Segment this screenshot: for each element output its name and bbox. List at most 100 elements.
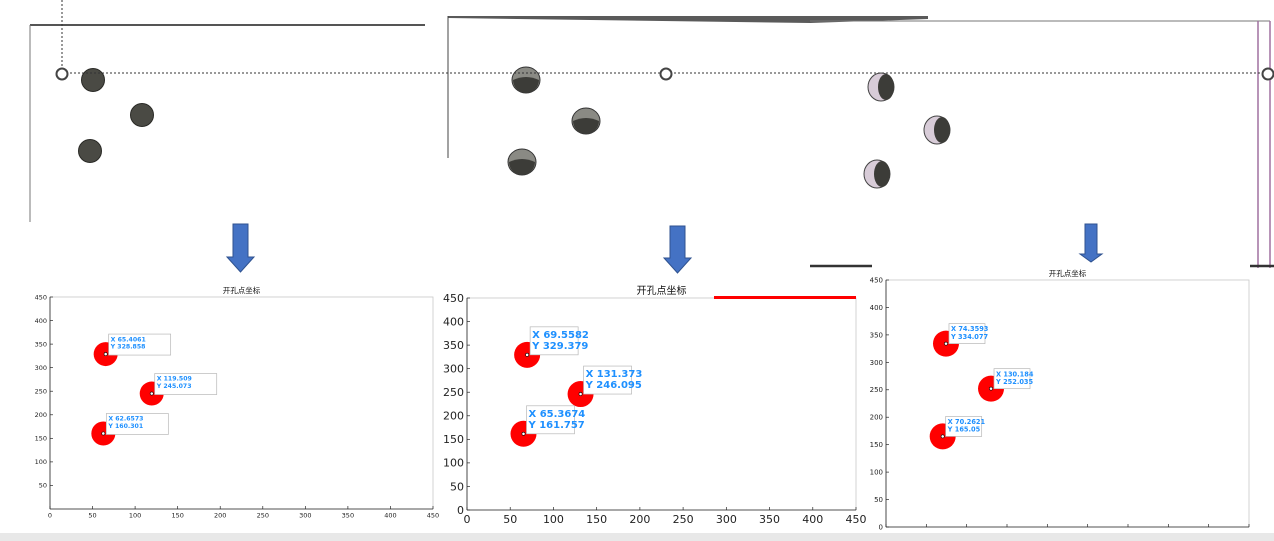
y-tick-label: 50 — [450, 480, 464, 493]
source-images — [29, 0, 1274, 268]
y-tick-label: 400 — [870, 304, 883, 312]
y-tick-label: 150 — [443, 433, 464, 446]
hole — [571, 107, 601, 135]
x-tick-label: 250 — [673, 513, 694, 526]
x-tick-label: 450 — [427, 512, 439, 520]
x-tick-label: 50 — [88, 512, 96, 520]
datatip-y: Y 160.301 — [107, 423, 143, 430]
window-bottom-bar — [0, 533, 1274, 541]
guide-marker — [55, 67, 69, 81]
y-tick-label: 50 — [39, 482, 47, 490]
datatip-x: X 130.184 — [996, 370, 1034, 378]
y-tick-label: 100 — [443, 457, 464, 470]
datatip-box — [526, 405, 575, 435]
hole — [78, 139, 102, 163]
y-tick-label: 50 — [874, 496, 883, 504]
data-point-center — [940, 434, 945, 439]
x-tick-label: 400 — [384, 512, 396, 520]
data-point-center — [101, 431, 106, 436]
datatip-box — [993, 368, 1031, 390]
datatip-x: X 74.3593 — [951, 325, 989, 333]
charts: 开孔点坐标 0 50 100 150 200 250 300 350 400 450 50 100 150… — [35, 268, 1250, 531]
data-point-center — [578, 392, 583, 396]
y-tick-label: 200 — [870, 414, 883, 422]
down-arrow-icon — [225, 223, 256, 273]
datatip-x: X 69.5582 — [532, 330, 589, 341]
chart-3: 开孔点坐标 0 50 100 150 200 250 300 350 400 450 X 74.359… — [870, 268, 1250, 531]
chart-1: 开孔点坐标 0 50 100 150 200 250 300 350 400 450 50 100 150… — [35, 285, 440, 520]
chart-title: 开孔点坐标 — [1049, 268, 1087, 278]
data-point-center — [149, 391, 154, 396]
x-tick-label: 100 — [129, 512, 141, 520]
chart-title: 开孔点坐标 — [637, 285, 687, 297]
datatip-box — [154, 373, 218, 395]
y-tick-label: 300 — [870, 359, 883, 367]
y-tick-label: 100 — [870, 469, 883, 477]
source-panel-2 — [447, 16, 928, 176]
hole — [81, 68, 105, 92]
panel-top-edge — [448, 16, 928, 23]
y-tick-label: 250 — [870, 386, 883, 394]
hole — [511, 66, 541, 94]
red-edge-artifact — [714, 296, 856, 299]
y-tick-label: 450 — [870, 276, 883, 284]
datatip-x: X 119.509 — [157, 376, 192, 383]
x-tick-label: 50 — [503, 513, 517, 526]
y-tick-label: 300 — [443, 363, 464, 376]
y-tick-label: 350 — [870, 331, 883, 339]
x-tick-label: 150 — [586, 513, 607, 526]
plot-area — [466, 297, 857, 511]
hole — [130, 103, 154, 127]
x-tick-label: 300 — [716, 513, 737, 526]
x-tick-label: 350 — [342, 512, 354, 520]
datatip-x: X 65.3674 — [529, 409, 586, 420]
datatip-y: Y 245.073 — [156, 383, 192, 390]
x-tick-label: 100 — [543, 513, 564, 526]
x-tick-label: 200 — [214, 512, 226, 520]
datatip-y: Y 252.035 — [995, 378, 1034, 386]
datatip-y: Y 329.379 — [531, 341, 588, 352]
y-tick-label: 400 — [35, 317, 47, 325]
hole — [863, 159, 891, 189]
x-tick-label: 450 — [846, 513, 867, 526]
datatip-x: X 70.2621 — [948, 418, 986, 426]
x-tick-label: 0 — [48, 512, 52, 520]
y-tick-label: 450 — [443, 292, 464, 305]
hole — [867, 72, 895, 102]
x-tick-label: 400 — [802, 513, 823, 526]
data-point-center — [989, 386, 993, 391]
chart-2: 开孔点坐标 0 50 100 150 200 250 300 350 400 450 0 50 100 15… — [443, 285, 867, 526]
y-tick-label: 150 — [35, 435, 47, 443]
chart-title: 开孔点坐标 — [223, 285, 261, 295]
datatip-y: Y 165.05 — [947, 426, 981, 434]
datatip-box — [945, 416, 983, 437]
datatip-box — [948, 323, 986, 344]
down-arrow-icon — [1078, 223, 1104, 263]
y-tick-label: 250 — [35, 387, 47, 395]
y-tick-label: 100 — [35, 458, 47, 466]
datatip-x: X 65.4061 — [111, 336, 146, 343]
x-tick-label: 0 — [464, 513, 471, 526]
y-tick-label: 400 — [443, 315, 464, 328]
hole — [923, 115, 951, 145]
y-tick-label: 200 — [443, 410, 464, 423]
x-tick-label: 300 — [299, 512, 311, 520]
y-tick-label: 350 — [443, 339, 464, 352]
hole — [507, 148, 537, 176]
data-point-center — [103, 352, 108, 356]
data-point-center — [525, 352, 530, 357]
y-tick-label: 300 — [35, 364, 47, 372]
datatip-x: X 131.373 — [586, 369, 643, 380]
source-panel-3 — [810, 20, 1274, 268]
y-tick-label: 0 — [457, 504, 464, 517]
y-tick-label: 350 — [35, 340, 47, 348]
datatip-x: X 62.6573 — [108, 416, 143, 423]
datatip-y: Y 161.757 — [528, 420, 585, 431]
x-tick-label: 250 — [257, 512, 269, 520]
guide-marker — [659, 67, 673, 81]
x-tick-label: 150 — [171, 512, 183, 520]
guide-marker — [1261, 67, 1274, 81]
plot-area — [885, 279, 1250, 528]
plot-area — [49, 296, 434, 510]
